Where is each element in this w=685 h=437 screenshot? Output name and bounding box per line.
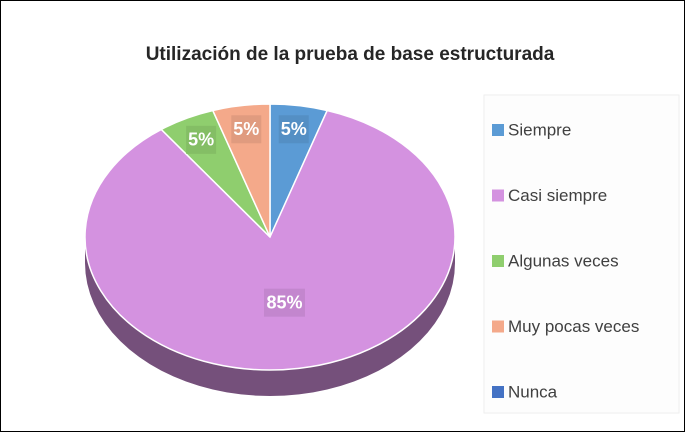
data-label: 85% bbox=[266, 292, 302, 312]
legend-label: Nunca bbox=[508, 382, 558, 401]
pie-slice bbox=[84, 109, 456, 396]
legend-label: Casi siempre bbox=[508, 186, 607, 205]
legend-swatch bbox=[492, 189, 504, 202]
legend-box bbox=[483, 94, 680, 414]
legend-swatch bbox=[492, 386, 504, 398]
legend-swatch bbox=[492, 255, 504, 267]
data-label-box bbox=[186, 125, 217, 154]
chart-title: Utilización de la prueba de base estruct… bbox=[146, 44, 555, 65]
pie-slice-top bbox=[84, 109, 456, 371]
legend-label: Algunas veces bbox=[508, 251, 619, 270]
legend-swatch bbox=[492, 320, 504, 333]
data-label-box bbox=[278, 115, 309, 144]
data-label-box bbox=[263, 288, 305, 317]
data-label: 5% bbox=[188, 130, 214, 150]
legend-label: Siempre bbox=[508, 120, 571, 139]
data-label: 5% bbox=[281, 119, 307, 139]
data-label-box bbox=[231, 115, 262, 144]
legend-label: Muy pocas veces bbox=[508, 317, 639, 336]
data-label: 5% bbox=[233, 119, 259, 139]
legend-swatch bbox=[492, 124, 504, 136]
pie-slice-side bbox=[85, 237, 455, 396]
